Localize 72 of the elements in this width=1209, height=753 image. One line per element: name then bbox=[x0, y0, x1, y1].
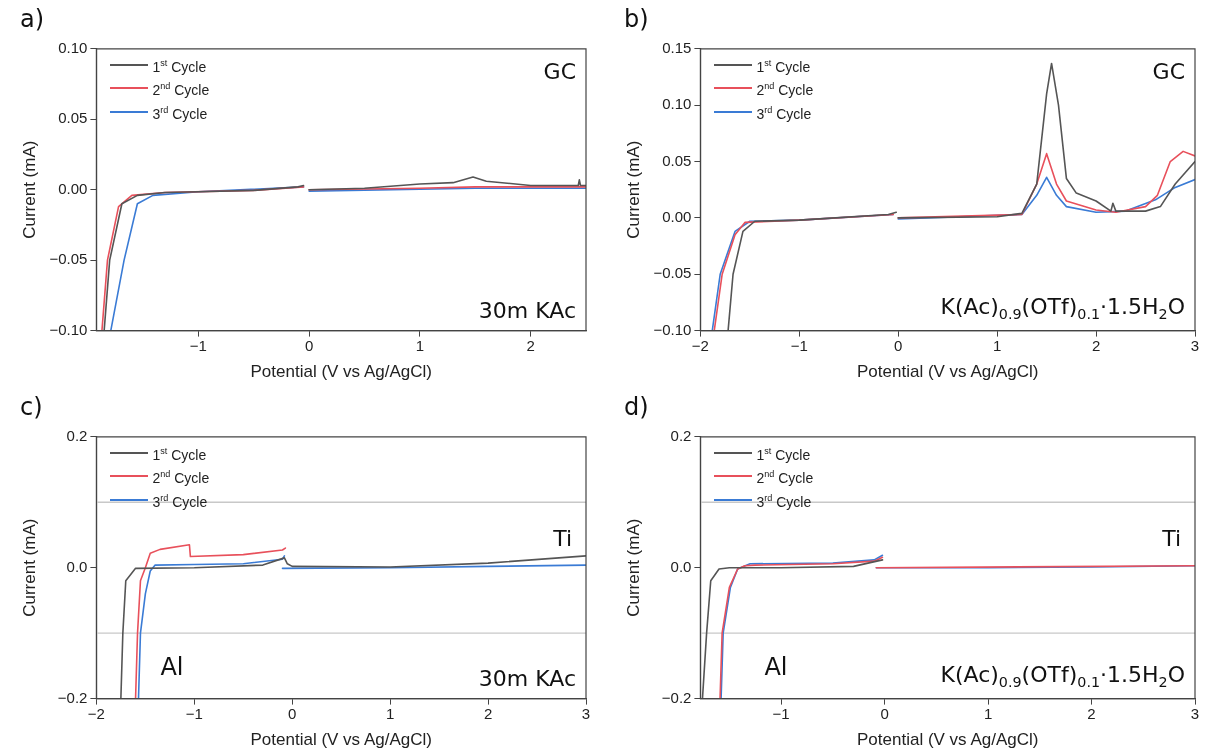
annotation: Al bbox=[160, 652, 184, 681]
x-axis-title: Potential (V vs Ag/AgCl) bbox=[250, 362, 432, 382]
x-tick-label: −1 bbox=[185, 705, 203, 723]
y-tick-label: −0.05 bbox=[653, 264, 692, 282]
legend-label: 1$^{st}$ Cycle bbox=[756, 56, 811, 77]
y-axis-title: Current (mA) bbox=[19, 140, 39, 239]
legend-label: 1$^{st}$ Cycle bbox=[756, 444, 811, 465]
legend-label: 1$^{st}$ Cycle bbox=[152, 444, 207, 465]
y-tick-label: 0.00 bbox=[58, 179, 88, 197]
x-tick-label: 1 bbox=[385, 705, 395, 723]
annotation: Ti bbox=[553, 525, 572, 551]
x-tick-label: 2 bbox=[1091, 337, 1101, 355]
y-tick-label: 0.0 bbox=[66, 557, 88, 575]
legend-label: 2$^{nd}$ Cycle bbox=[152, 80, 210, 101]
x-tick-label: −1 bbox=[790, 337, 808, 355]
chart-title: d) bbox=[624, 392, 649, 421]
chart-title: a) bbox=[20, 4, 45, 33]
legend-label: 3$^{rd}$ Cycle bbox=[756, 104, 812, 124]
legend-label: 2$^{nd}$ Cycle bbox=[152, 468, 210, 489]
x-tick-label: 2 bbox=[526, 337, 535, 355]
y-tick-label: 0.15 bbox=[662, 38, 692, 56]
x-tick-label: −1 bbox=[772, 705, 790, 723]
legend-label: 2$^{nd}$ Cycle bbox=[756, 80, 814, 101]
y-tick-label: 0.2 bbox=[66, 426, 88, 444]
legend-label: 3$^{rd}$ Cycle bbox=[152, 492, 208, 512]
x-tick-label: 1 bbox=[415, 337, 425, 355]
x-tick-label: −1 bbox=[189, 337, 207, 355]
annotation: K(Ac)$_{0.9}$(OTf)$_{0.1}$·1.5H$_{2}$O bbox=[940, 662, 1185, 691]
annotation: Ti bbox=[1162, 525, 1181, 551]
x-tick-label: 3 bbox=[1190, 337, 1200, 355]
y-tick-label: −0.2 bbox=[661, 688, 692, 706]
y-tick-label: −0.05 bbox=[49, 250, 88, 268]
annotation: Al bbox=[764, 652, 788, 681]
legend-label: 1$^{st}$ Cycle bbox=[152, 56, 207, 77]
y-axis-title: Current (mA) bbox=[623, 518, 643, 617]
x-axis-title: Potential (V vs Ag/AgCl) bbox=[250, 730, 432, 750]
x-tick-label: 0 bbox=[288, 705, 297, 723]
legend-label: 2$^{nd}$ Cycle bbox=[756, 468, 814, 489]
chart-title: c) bbox=[20, 392, 43, 421]
x-tick-label: 2 bbox=[1087, 705, 1096, 723]
annotation: GC bbox=[543, 58, 576, 84]
x-tick-label: −2 bbox=[691, 337, 709, 355]
y-axis-title: Current (mA) bbox=[623, 140, 643, 239]
x-axis-title: Potential (V vs Ag/AgCl) bbox=[856, 362, 1039, 382]
y-tick-label: 0.0 bbox=[670, 557, 692, 575]
chart-title: b) bbox=[624, 4, 649, 33]
annotation: 30m KAc bbox=[478, 665, 576, 691]
y-tick-label: −0.2 bbox=[57, 688, 88, 706]
annotation: GC bbox=[1152, 58, 1185, 84]
x-tick-label: 0 bbox=[880, 705, 889, 723]
y-tick-label: 0.10 bbox=[58, 38, 88, 56]
legend-label: 3$^{rd}$ Cycle bbox=[152, 104, 208, 124]
x-tick-label: 3 bbox=[581, 705, 591, 723]
x-tick-label: 2 bbox=[483, 705, 493, 723]
y-axis-title: Current (mA) bbox=[19, 518, 39, 617]
x-axis-title: Potential (V vs Ag/AgCl) bbox=[856, 730, 1039, 750]
y-tick-label: −0.10 bbox=[49, 320, 88, 338]
y-tick-label: 0.10 bbox=[662, 95, 692, 113]
annotation: 30m KAc bbox=[478, 297, 576, 323]
x-tick-label: 1 bbox=[992, 337, 1002, 355]
x-tick-label: 1 bbox=[983, 705, 993, 723]
x-tick-label: 3 bbox=[1190, 705, 1200, 723]
y-tick-label: 0.2 bbox=[670, 426, 692, 444]
y-tick-label: 0.05 bbox=[58, 109, 88, 127]
y-tick-label: 0.00 bbox=[662, 208, 692, 226]
x-tick-label: 0 bbox=[304, 337, 314, 355]
x-tick-label: 0 bbox=[894, 337, 903, 355]
y-tick-label: −0.10 bbox=[653, 320, 692, 338]
x-tick-label: −2 bbox=[87, 705, 105, 723]
y-tick-label: 0.05 bbox=[662, 151, 692, 169]
annotation: K(Ac)$_{0.9}$(OTf)$_{0.1}$·1.5H$_{2}$O bbox=[940, 294, 1185, 323]
legend-label: 3$^{rd}$ Cycle bbox=[756, 492, 812, 512]
